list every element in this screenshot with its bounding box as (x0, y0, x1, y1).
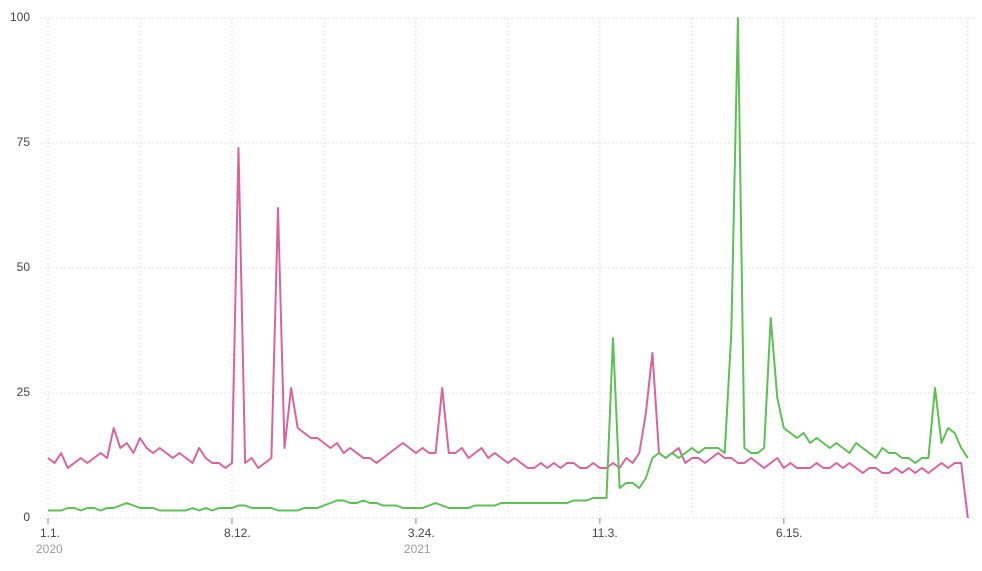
y-tick-label: 25 (17, 385, 31, 399)
series-line (47, 147, 969, 519)
x-tick-label: 3.24. (408, 526, 435, 540)
series-line (48, 17, 969, 512)
x-year-label: 2020 (36, 542, 63, 556)
x-tick-label: 6.15. (776, 526, 803, 540)
y-tick-label: 50 (17, 260, 31, 274)
x-tick-label: 8.12. (224, 526, 251, 540)
y-tick-label: 100 (10, 10, 30, 24)
y-tick-label: 75 (17, 135, 31, 149)
x-tick-label: 11.3. (592, 526, 618, 540)
x-year-label: 2021 (404, 542, 431, 556)
x-tick-label: 1.1. (40, 526, 60, 540)
y-tick-label: 0 (23, 510, 30, 524)
